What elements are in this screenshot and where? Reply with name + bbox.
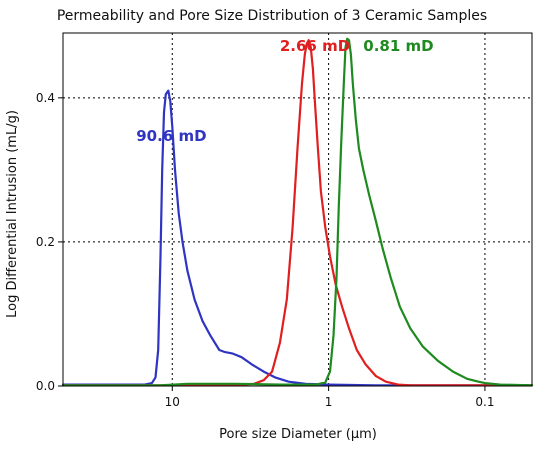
series-layer <box>61 37 534 387</box>
x-axis-label: Pore size Diameter (µm) <box>219 427 377 442</box>
plot-frame <box>62 32 533 387</box>
series-line-3 <box>61 37 534 387</box>
series-label-2: 2.66 mD <box>280 37 350 55</box>
series-label-3: 0.81 mD <box>363 37 433 55</box>
series-label-layer: 90.6 mD 2.66 mD 0.81 mD <box>136 37 433 145</box>
y-tick-label: 0.2 <box>36 235 55 249</box>
y-tick-label: 0.4 <box>36 91 55 105</box>
series-label-1: 90.6 mD <box>136 127 206 145</box>
y-tick-label: 0.0 <box>36 379 55 393</box>
axis-layer: 10 1 0.1 0.0 0.2 0.4 <box>36 91 495 409</box>
y-axis-label: Log Differential Intrusion (mL/g) <box>5 110 20 318</box>
x-tick-label: 0.1 <box>475 395 494 409</box>
series-line-2 <box>61 39 534 387</box>
x-tick-label: 1 <box>325 395 333 409</box>
grid-layer <box>63 33 532 386</box>
chart-title: Permeability and Pore Size Distribution … <box>57 8 487 24</box>
series-line-1 <box>61 89 534 387</box>
x-tick-label: 10 <box>165 395 180 409</box>
